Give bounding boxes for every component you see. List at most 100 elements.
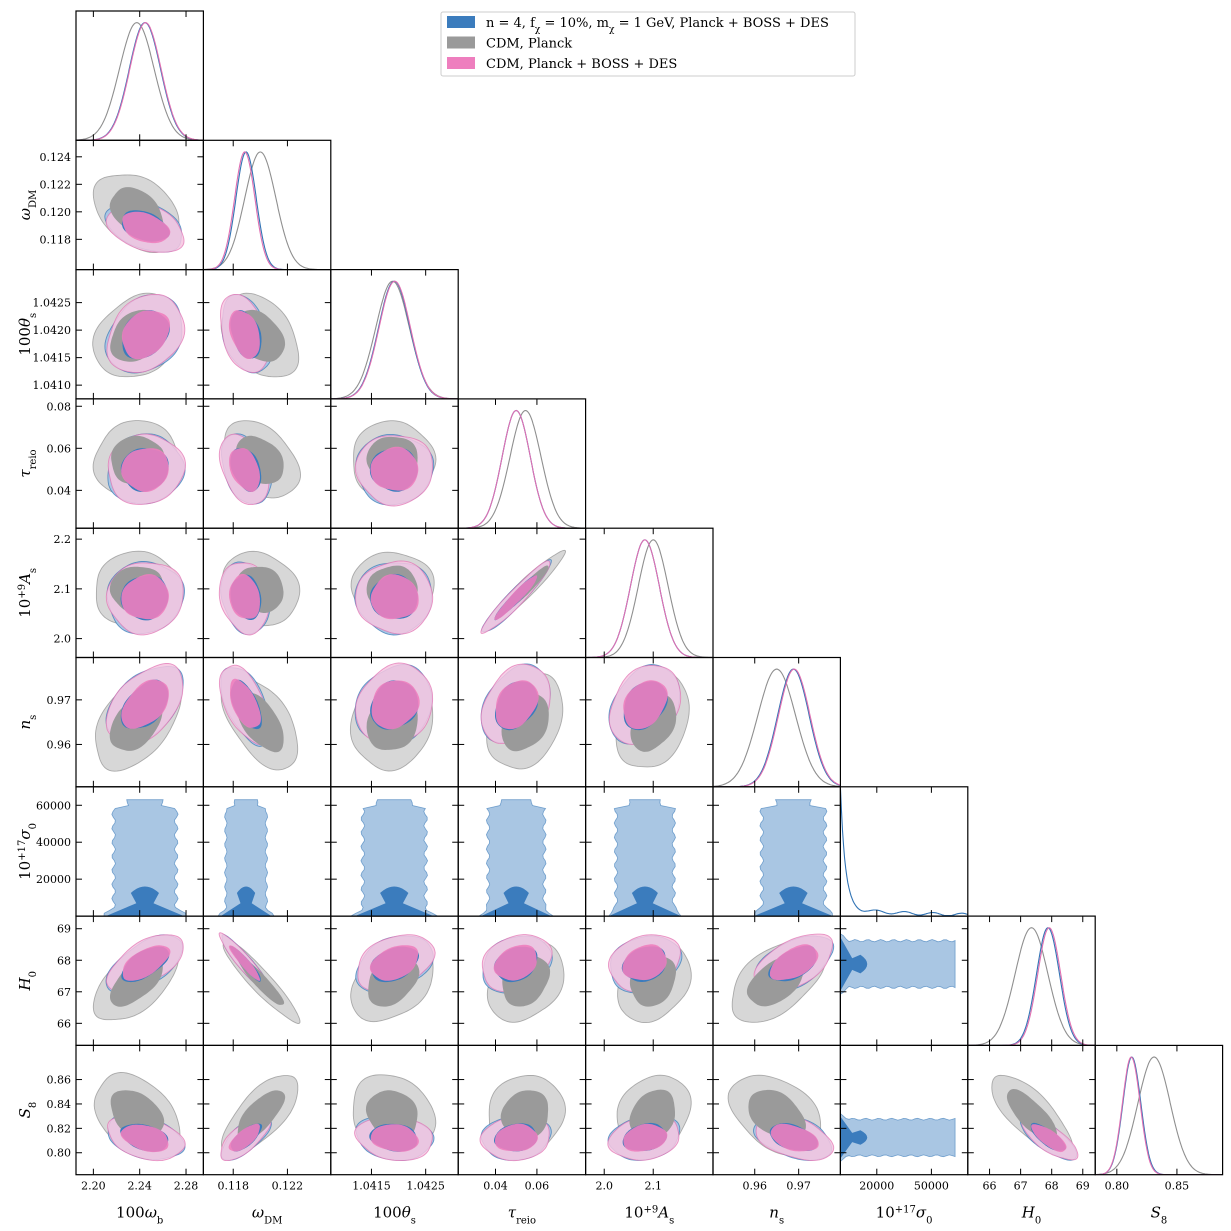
posterior-line-cdm_planck xyxy=(458,410,586,529)
panel-omega_dm-ns xyxy=(218,664,299,771)
axis-label-part: H xyxy=(1021,1204,1036,1222)
y-axis-label-ns: ns xyxy=(16,715,39,730)
posterior-ns xyxy=(713,668,841,787)
contour-68-cdm_all xyxy=(370,574,419,620)
x-axis-label-tau: τreio xyxy=(508,1204,536,1227)
x-tick-label: 0.97 xyxy=(786,1180,811,1193)
panel-omega_b-H0 xyxy=(92,934,184,1021)
panel-omega_dm-theta_s xyxy=(220,292,300,378)
contour-68-cdm_all xyxy=(122,211,171,244)
posterior-line-dm xyxy=(458,409,586,529)
axis-label-part: 0 xyxy=(1035,1215,1041,1226)
posterior-line-cdm_all xyxy=(330,280,459,399)
posterior-line-cdm_all xyxy=(76,22,204,141)
panel-omega_b-sigma0 xyxy=(103,799,187,917)
posterior-line-dm xyxy=(840,786,968,917)
x-tick-label: 2.28 xyxy=(174,1180,199,1193)
posterior-tau xyxy=(458,409,586,529)
axis-label-part: ω xyxy=(252,1204,264,1222)
y-tick-label: 0.80 xyxy=(47,1147,72,1160)
legend-text-part: = 1 GeV, Planck + BOSS + DES xyxy=(614,16,828,31)
axis-label-part: S xyxy=(16,1108,34,1118)
y-tick-label: 0.120 xyxy=(40,206,72,219)
y-tick-label: 0.06 xyxy=(47,442,72,455)
posterior-sigma0 xyxy=(840,786,968,917)
contour-68-cdm_all xyxy=(122,945,171,981)
panel-ns-sigma0 xyxy=(753,799,833,917)
y-tick-label: 2.2 xyxy=(54,533,72,546)
panel-omega_b-S8 xyxy=(93,1072,186,1162)
axis-label-part: s xyxy=(28,715,39,720)
x-axis-label-H0: H0 xyxy=(1021,1204,1041,1227)
legend-text-part: n = 4, f xyxy=(486,16,536,31)
x-axis-label-sigma0: 10+17σ0 xyxy=(876,1204,933,1227)
x-tick-label: 1.0425 xyxy=(406,1180,445,1193)
panel-omega_b-ns xyxy=(95,663,184,772)
contour-68-cdm_all xyxy=(230,678,261,728)
panel-frame xyxy=(202,139,332,271)
panel-theta_s-ns xyxy=(349,662,434,772)
panel-omega_b-omega_dm xyxy=(92,174,185,254)
posterior-omega_b xyxy=(76,22,204,141)
x-axis-label-omega_dm: ωDM xyxy=(252,1204,283,1227)
y-axis-label-sigma0: 10+17σ0 xyxy=(16,823,39,880)
x-tick-label: 50000 xyxy=(914,1180,949,1193)
panel-frame xyxy=(839,786,969,917)
y-tick-label: 1.0410 xyxy=(33,379,72,392)
panel-sigma0-S8 xyxy=(840,1112,956,1163)
y-axis-label-omega_dm: ωDM xyxy=(16,190,39,221)
contour-68-cdm_all xyxy=(229,573,260,619)
panel-theta_s-H0 xyxy=(350,934,436,1023)
panel-theta_s-S8 xyxy=(352,1074,437,1162)
x-tick-label: 69 xyxy=(1076,1180,1090,1193)
x-tick-label: 66 xyxy=(983,1180,997,1193)
panel-omega_dm-S8 xyxy=(220,1075,299,1162)
axis-label-part: σ xyxy=(916,1204,927,1222)
panel-As-S8 xyxy=(607,1074,692,1161)
legend-text-part: = 10%, m xyxy=(540,16,609,31)
legend-text-part: CDM, Planck + BOSS + DES xyxy=(486,57,677,72)
axis-label-part: n xyxy=(769,1204,779,1222)
axis-label-part: +9 xyxy=(643,1204,658,1215)
y-tick-label: 1.0415 xyxy=(33,352,72,365)
contour-95-dm xyxy=(478,799,555,917)
axis-label-part: reio xyxy=(28,449,39,469)
x-tick-label: 0.80 xyxy=(1105,1180,1130,1193)
contour-68-cdm_all xyxy=(121,448,169,492)
legend-swatch-cdm_planck xyxy=(447,36,475,49)
y-axis-label-theta_s: 100θs xyxy=(16,313,39,356)
x-axis-label-S8: S8 xyxy=(1151,1204,1168,1227)
axis-label-part: +17 xyxy=(17,840,28,861)
panel-frame xyxy=(1094,1044,1224,1176)
y-tick-label: 0.82 xyxy=(47,1122,72,1135)
legend-swatch-cdm_all xyxy=(447,57,475,69)
x-tick-label: 0.06 xyxy=(525,1180,550,1193)
x-tick-label: 2.1 xyxy=(644,1180,662,1193)
posterior-line-dm xyxy=(203,151,331,270)
axis-label-part: 0 xyxy=(28,823,39,829)
posterior-line-dm xyxy=(330,280,459,399)
panel-omega_b-As xyxy=(95,550,185,636)
panel-As-H0 xyxy=(608,934,692,1024)
legend-label-cdm_all: CDM, Planck + BOSS + DES xyxy=(486,57,677,72)
contour-68-cdm_all xyxy=(371,680,420,730)
contour-68-cdm_all xyxy=(623,1123,668,1152)
y-tick-label: 1.0425 xyxy=(33,297,72,310)
x-tick-label: 67 xyxy=(1014,1180,1028,1193)
contour-68-dm xyxy=(105,886,184,917)
y-tick-label: 0.97 xyxy=(47,694,72,707)
x-tick-label: 20000 xyxy=(859,1180,894,1193)
axis-label-part: 8 xyxy=(28,1102,39,1108)
axis-label-part: H xyxy=(16,976,34,991)
contour-95-dm xyxy=(753,799,833,917)
axis-label-part: S xyxy=(1151,1204,1161,1222)
y-tick-label: 0.04 xyxy=(47,484,72,497)
posterior-line-cdm_planck xyxy=(585,539,713,658)
y-tick-label: 40000 xyxy=(36,836,71,849)
contour-68-cdm_all xyxy=(370,1124,419,1152)
panel-tau-H0 xyxy=(481,934,565,1023)
axis-label-part: σ xyxy=(16,829,34,840)
y-tick-label: 0.08 xyxy=(47,400,72,413)
posterior-line-cdm_planck xyxy=(76,22,204,141)
axis-label-part: 10 xyxy=(876,1204,895,1222)
